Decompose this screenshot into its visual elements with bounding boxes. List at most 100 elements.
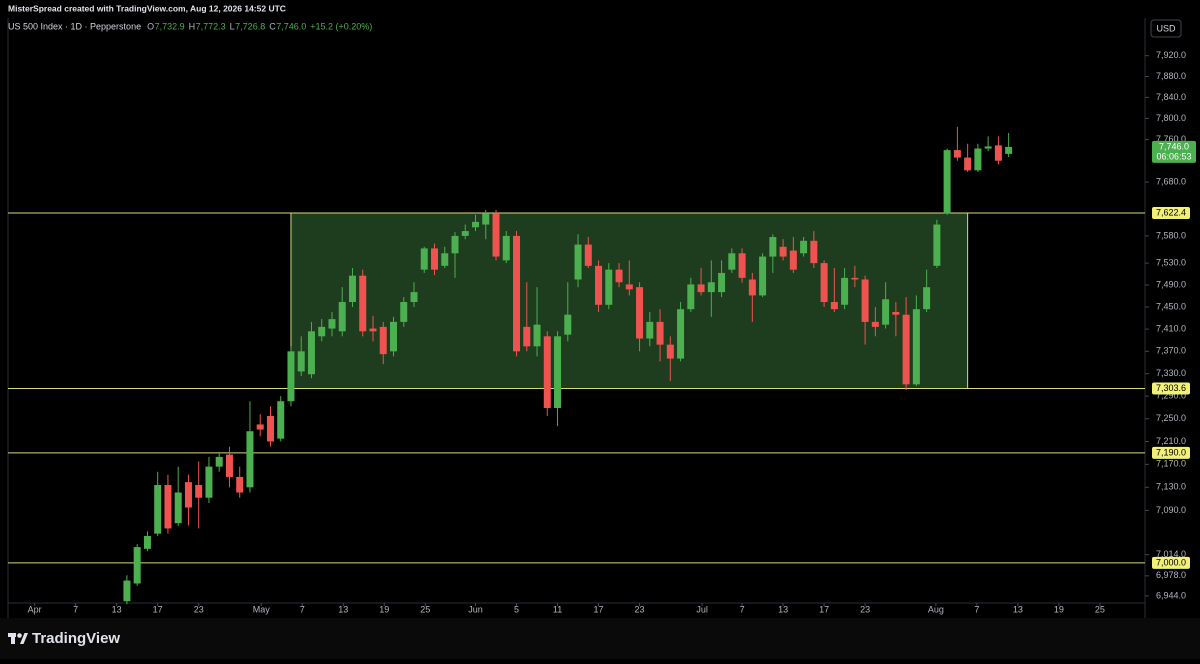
candle-body: [923, 287, 931, 310]
legend-key: L: [230, 21, 235, 31]
candle-body: [451, 235, 459, 254]
candle-body: [513, 235, 521, 352]
candle-body: [256, 424, 264, 430]
x-tick-label: 19: [1054, 604, 1064, 614]
candle-body: [595, 265, 603, 305]
y-tick-label: 7,250.0: [1156, 413, 1186, 423]
x-tick-label: 17: [819, 604, 829, 614]
candle-body: [738, 253, 746, 278]
candle-body: [472, 221, 480, 228]
candle-body: [810, 240, 818, 264]
level-label: 7,190.0: [1156, 447, 1186, 457]
legend-value: 7,732.9: [155, 21, 185, 31]
candle-body: [195, 485, 203, 498]
candle-body: [410, 292, 418, 303]
x-tick-label: 13: [1013, 604, 1023, 614]
candle-body: [502, 235, 510, 261]
brand-logo: [8, 633, 28, 644]
x-tick-label: 17: [153, 604, 163, 614]
y-tick-label: 7,530.0: [1156, 257, 1186, 267]
legend-value: 7,726.8: [235, 21, 265, 31]
candle-body: [574, 244, 582, 280]
y-tick-label: 7,370.0: [1156, 346, 1186, 356]
candle-body: [543, 336, 551, 409]
x-tick-label: 7: [974, 604, 979, 614]
legend-change: +15.2 (+0.20%): [310, 21, 372, 31]
footer: [0, 618, 1200, 659]
candle-body: [359, 275, 367, 332]
candle-body: [779, 246, 787, 257]
y-tick-label: 7,090.0: [1156, 505, 1186, 515]
legend: US 500 Index · 1D · Pepperstone O 7,732.9 H…: [8, 21, 372, 31]
candle-body: [564, 314, 572, 335]
currency-box[interactable]: [1150, 19, 1182, 38]
candle-body: [882, 299, 890, 325]
candle-body: [861, 279, 869, 322]
legend-key: H: [189, 21, 196, 31]
level-label: 7,622.4: [1156, 207, 1186, 217]
x-tick-label: 7: [300, 604, 305, 614]
last-price-box: [1152, 140, 1196, 163]
y-tick-label: 7,450.0: [1156, 301, 1186, 311]
candle-body: [677, 309, 685, 359]
candle-body: [943, 150, 951, 214]
legend-key: C: [269, 21, 276, 31]
y-tick-label: 7,014.0: [1156, 549, 1186, 559]
currency: USD: [1156, 23, 1176, 33]
candle-body: [994, 145, 1002, 161]
candle-body: [431, 248, 439, 270]
x-tick-label: 25: [420, 604, 430, 614]
candle-body: [533, 324, 541, 347]
candle-body: [964, 157, 972, 171]
legend-value: 7,772.3: [196, 21, 226, 31]
y-tick-label: 7,920.0: [1156, 50, 1186, 60]
candle-body: [718, 272, 726, 293]
candle-body: [369, 328, 377, 332]
y-tick-label: 7,290.0: [1156, 391, 1186, 401]
candle-body: [584, 244, 592, 266]
candle-body: [492, 213, 500, 257]
x-tick-label: 19: [379, 604, 389, 614]
legend-value: 7,746.0: [276, 21, 306, 31]
candle-body: [420, 248, 428, 270]
x-tick-label: 13: [338, 604, 348, 614]
x-tick-label: Aug: [928, 604, 944, 614]
candle-body: [123, 580, 131, 602]
header: MisterSpread created with TradingView.co…: [8, 3, 286, 13]
legend-key: O: [147, 21, 154, 31]
level-label-box: [1152, 446, 1190, 459]
candle-body: [728, 253, 736, 270]
candle-body: [974, 148, 982, 171]
level-label-box: [1152, 556, 1190, 569]
y-tick-label: 7,330.0: [1156, 368, 1186, 378]
x-tick-label: 13: [112, 604, 122, 614]
candle-body: [287, 351, 295, 402]
candle-body: [554, 336, 562, 409]
candle-body: [605, 269, 613, 305]
candle-body: [933, 224, 941, 266]
candle-body: [851, 277, 859, 280]
x-tick-label: 13: [778, 604, 788, 614]
x-tick-label: 11: [553, 604, 562, 614]
candle-body: [656, 321, 664, 345]
candle-body: [236, 476, 244, 493]
candle-body: [297, 351, 305, 372]
candle-body: [820, 263, 828, 303]
brand: TradingView: [32, 630, 120, 647]
candle-body: [338, 302, 346, 332]
y-tick-label: 6,978.0: [1156, 570, 1186, 580]
candle-body: [646, 321, 654, 339]
level-label: 7,000.0: [1156, 557, 1186, 567]
candle-body: [759, 256, 767, 296]
x-tick-label: 17: [594, 604, 604, 614]
candle-body: [523, 326, 531, 347]
candle-body: [636, 287, 644, 339]
candle-body: [871, 321, 879, 327]
x-tick-label: 7: [73, 604, 78, 614]
x-tick-label: 23: [635, 604, 645, 614]
level-label: 7,303.6: [1156, 383, 1186, 393]
candle-body: [625, 284, 633, 290]
x-tick-label: 25: [1095, 604, 1105, 614]
